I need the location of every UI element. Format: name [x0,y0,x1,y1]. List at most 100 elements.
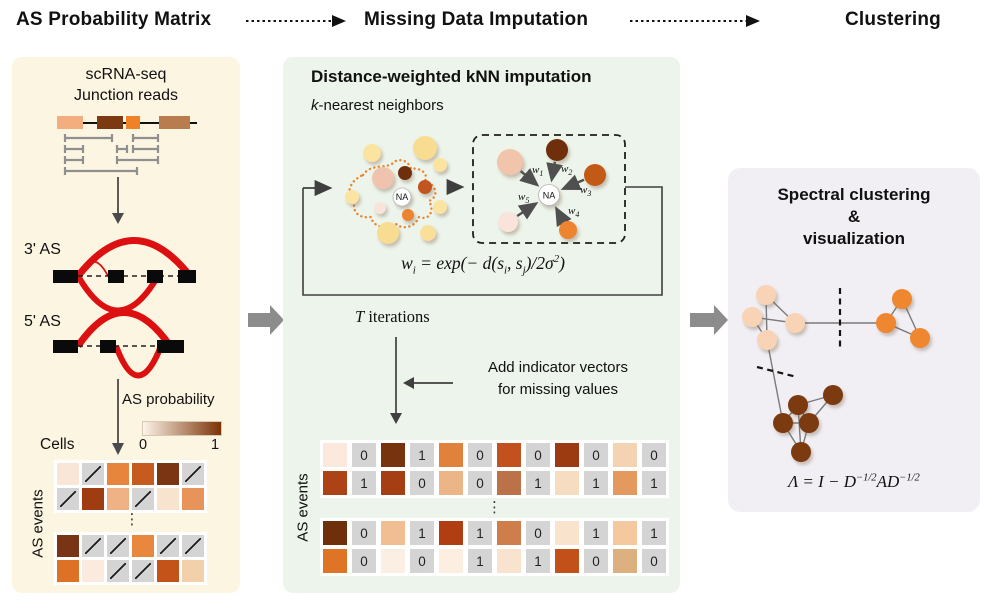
indicator-vectors-note: Add indicator vectors for missing values [468,357,648,401]
weight-arrow-icon [546,161,563,183]
header-step-clustering: Clustering [845,9,941,30]
matrix-cell-value [439,471,463,495]
as-probability-label: AS probability [122,391,215,408]
matrix-ellipsis: ⋮ [487,499,502,516]
matrix-cell-missing [182,463,204,485]
matrix-cell-value [157,560,179,582]
cell-node [433,200,447,214]
na-node-label: NA [396,192,409,202]
matrix-cell-value [57,463,79,485]
weight-label: w2 [561,163,572,177]
matrix-cell-missing [57,488,79,510]
weight-label: w4 [568,205,579,219]
indicator-cell: 0 [352,443,376,467]
flow-arrow-icon [248,305,284,335]
indicator-cell: 0 [642,549,666,573]
neighbor-node [498,212,518,232]
cells-axis-label: Cells [40,436,75,453]
graph-node [773,413,793,433]
matrix-cell-value [555,443,579,467]
indicator-cell: 0 [584,549,608,573]
matrix-cell-value [439,443,463,467]
matrix-cell-missing [82,463,104,485]
indicator-cell: 0 [526,521,550,545]
indicator-cell: 1 [468,521,492,545]
cell-node [374,202,386,214]
imputed-matrix-top: 0 1 0 0 0 0 1 0 0 1 1 1 [320,440,669,498]
weight-arrow-icon [519,167,540,187]
matrix-cell-value [107,463,129,485]
flow-arrows [390,337,453,424]
matrix-cell-value [381,443,405,467]
matrix-cell-value [57,560,79,582]
dotted-arrow-icon [246,15,346,27]
cluster-cut-line [756,365,798,379]
indicator-cell: 0 [410,549,434,573]
matrix-cell-value [497,443,521,467]
matrix-cell-value [107,488,129,510]
indicator-cell: 1 [642,521,666,545]
left-arrow-icon [403,377,414,389]
cell-node [372,167,394,189]
matrix-cell-value [555,521,579,545]
matrix-cell-value [323,521,347,545]
five-prime-as-diagram [53,309,184,379]
down-arrow-icon [390,413,402,424]
cell-node [345,190,359,204]
k-nearest-neighbors-label: k-nearest neighbors [311,97,444,114]
note-line2: for missing values [497,380,619,398]
matrix-cell-value [132,463,154,485]
indicator-cell: 1 [642,471,666,495]
note-line1: Add indicator vectors [487,359,629,376]
weights-dashed-box [472,134,626,244]
indicator-cell: 0 [642,443,666,467]
as-probability-matrix-panel: scRNA-seq Junction reads 3' AS [12,57,240,593]
matrix-cell-value [157,463,179,485]
matrix-cell-value [132,535,154,557]
indicator-cell: 1 [526,471,550,495]
matrix-cell-value [555,549,579,573]
matrix-cell-value [57,535,79,557]
missing-value-node [392,187,412,207]
na-node-label: NA [543,191,556,201]
imputed-matrix-bottom: 0 1 1 0 1 1 0 0 1 1 0 0 [320,518,669,576]
matrix-cell-missing [182,535,204,557]
indicator-cell: 1 [410,443,434,467]
matrix-cell-value [613,549,637,573]
junction-reads-diagram [63,134,160,175]
weight-label: w5 [518,191,529,205]
laplacian-formula: Λ = I − D−1/2AD−1/2 [788,472,920,491]
indicator-cell: 0 [352,549,376,573]
five-prime-as-label: 5' AS [24,313,61,330]
indicator-cell: 0 [352,521,376,545]
matrix-cell-value [497,471,521,495]
graph-node [910,328,930,348]
graph-node [757,330,777,350]
cell-node [433,158,447,172]
indicator-cell: 1 [410,521,434,545]
matrix-cell-value [439,549,463,573]
indicator-cell: 1 [526,549,550,573]
probability-colorbar [142,421,222,436]
matrix-cell-value [381,521,405,545]
as-probability-matrix-bottom [54,532,207,585]
matrix-cell-value [323,471,347,495]
weight-label: w1 [532,164,543,178]
indicator-cell: 0 [526,443,550,467]
knn-weight-formula: wi = exp(− d(si, sj)/2σ2) [401,253,565,277]
cell-node [377,222,399,244]
middle-panel-title: Distance-weighted kNN imputation [311,67,592,86]
weight-arrow-icon [516,201,539,220]
neighbor-node [497,149,523,175]
indicator-cell: 1 [468,549,492,573]
neighborhood-dotted-boundary [348,158,437,229]
down-arrow-icon [112,177,124,224]
header-step-missing-data-imputation: Missing Data Imputation [364,9,589,30]
matrix-cell-missing [157,535,179,557]
cell-scatter-group: NA [345,136,447,244]
graph-node [788,395,808,415]
matrix-cell-value [439,521,463,545]
